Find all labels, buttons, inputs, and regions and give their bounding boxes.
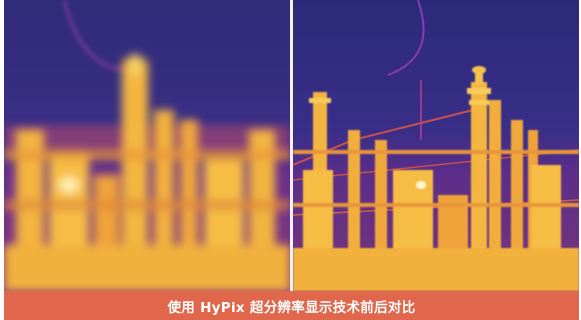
panel-divider	[290, 0, 293, 291]
caption-bar: 使用 HyPix 超分辨率显示技术前后对比	[4, 291, 579, 320]
thermal-image-after	[293, 0, 579, 291]
thermal-image-before	[4, 0, 290, 291]
caption-text: 使用 HyPix 超分辨率显示技术前后对比	[167, 299, 416, 316]
